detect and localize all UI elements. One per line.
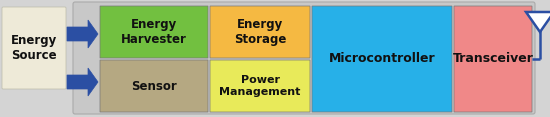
- Polygon shape: [67, 20, 98, 48]
- Text: Energy
Storage: Energy Storage: [234, 18, 286, 46]
- Text: Power
Management: Power Management: [219, 75, 301, 97]
- FancyBboxPatch shape: [454, 6, 532, 112]
- FancyBboxPatch shape: [100, 60, 208, 112]
- Text: Microcontroller: Microcontroller: [329, 53, 435, 66]
- Polygon shape: [67, 68, 98, 96]
- FancyBboxPatch shape: [100, 6, 208, 58]
- Text: Energy
Harvester: Energy Harvester: [121, 18, 187, 46]
- Text: Energy
Source: Energy Source: [11, 34, 57, 62]
- Text: Transceiver: Transceiver: [453, 53, 534, 66]
- FancyBboxPatch shape: [2, 7, 66, 89]
- FancyBboxPatch shape: [210, 60, 310, 112]
- FancyBboxPatch shape: [210, 6, 310, 58]
- Text: Sensor: Sensor: [131, 79, 177, 93]
- Polygon shape: [526, 12, 550, 32]
- FancyBboxPatch shape: [73, 2, 535, 114]
- FancyBboxPatch shape: [312, 6, 452, 112]
